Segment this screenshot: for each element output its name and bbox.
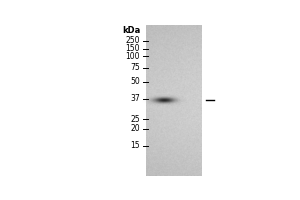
Text: 20: 20: [130, 124, 140, 133]
Text: 50: 50: [130, 77, 140, 86]
Text: kDa: kDa: [122, 26, 141, 35]
Text: 25: 25: [130, 115, 140, 124]
Text: 150: 150: [125, 44, 140, 53]
Text: 37: 37: [130, 94, 140, 103]
Text: 100: 100: [125, 52, 140, 61]
Text: 15: 15: [130, 141, 140, 150]
Text: 250: 250: [125, 36, 140, 45]
Text: 75: 75: [130, 63, 140, 72]
